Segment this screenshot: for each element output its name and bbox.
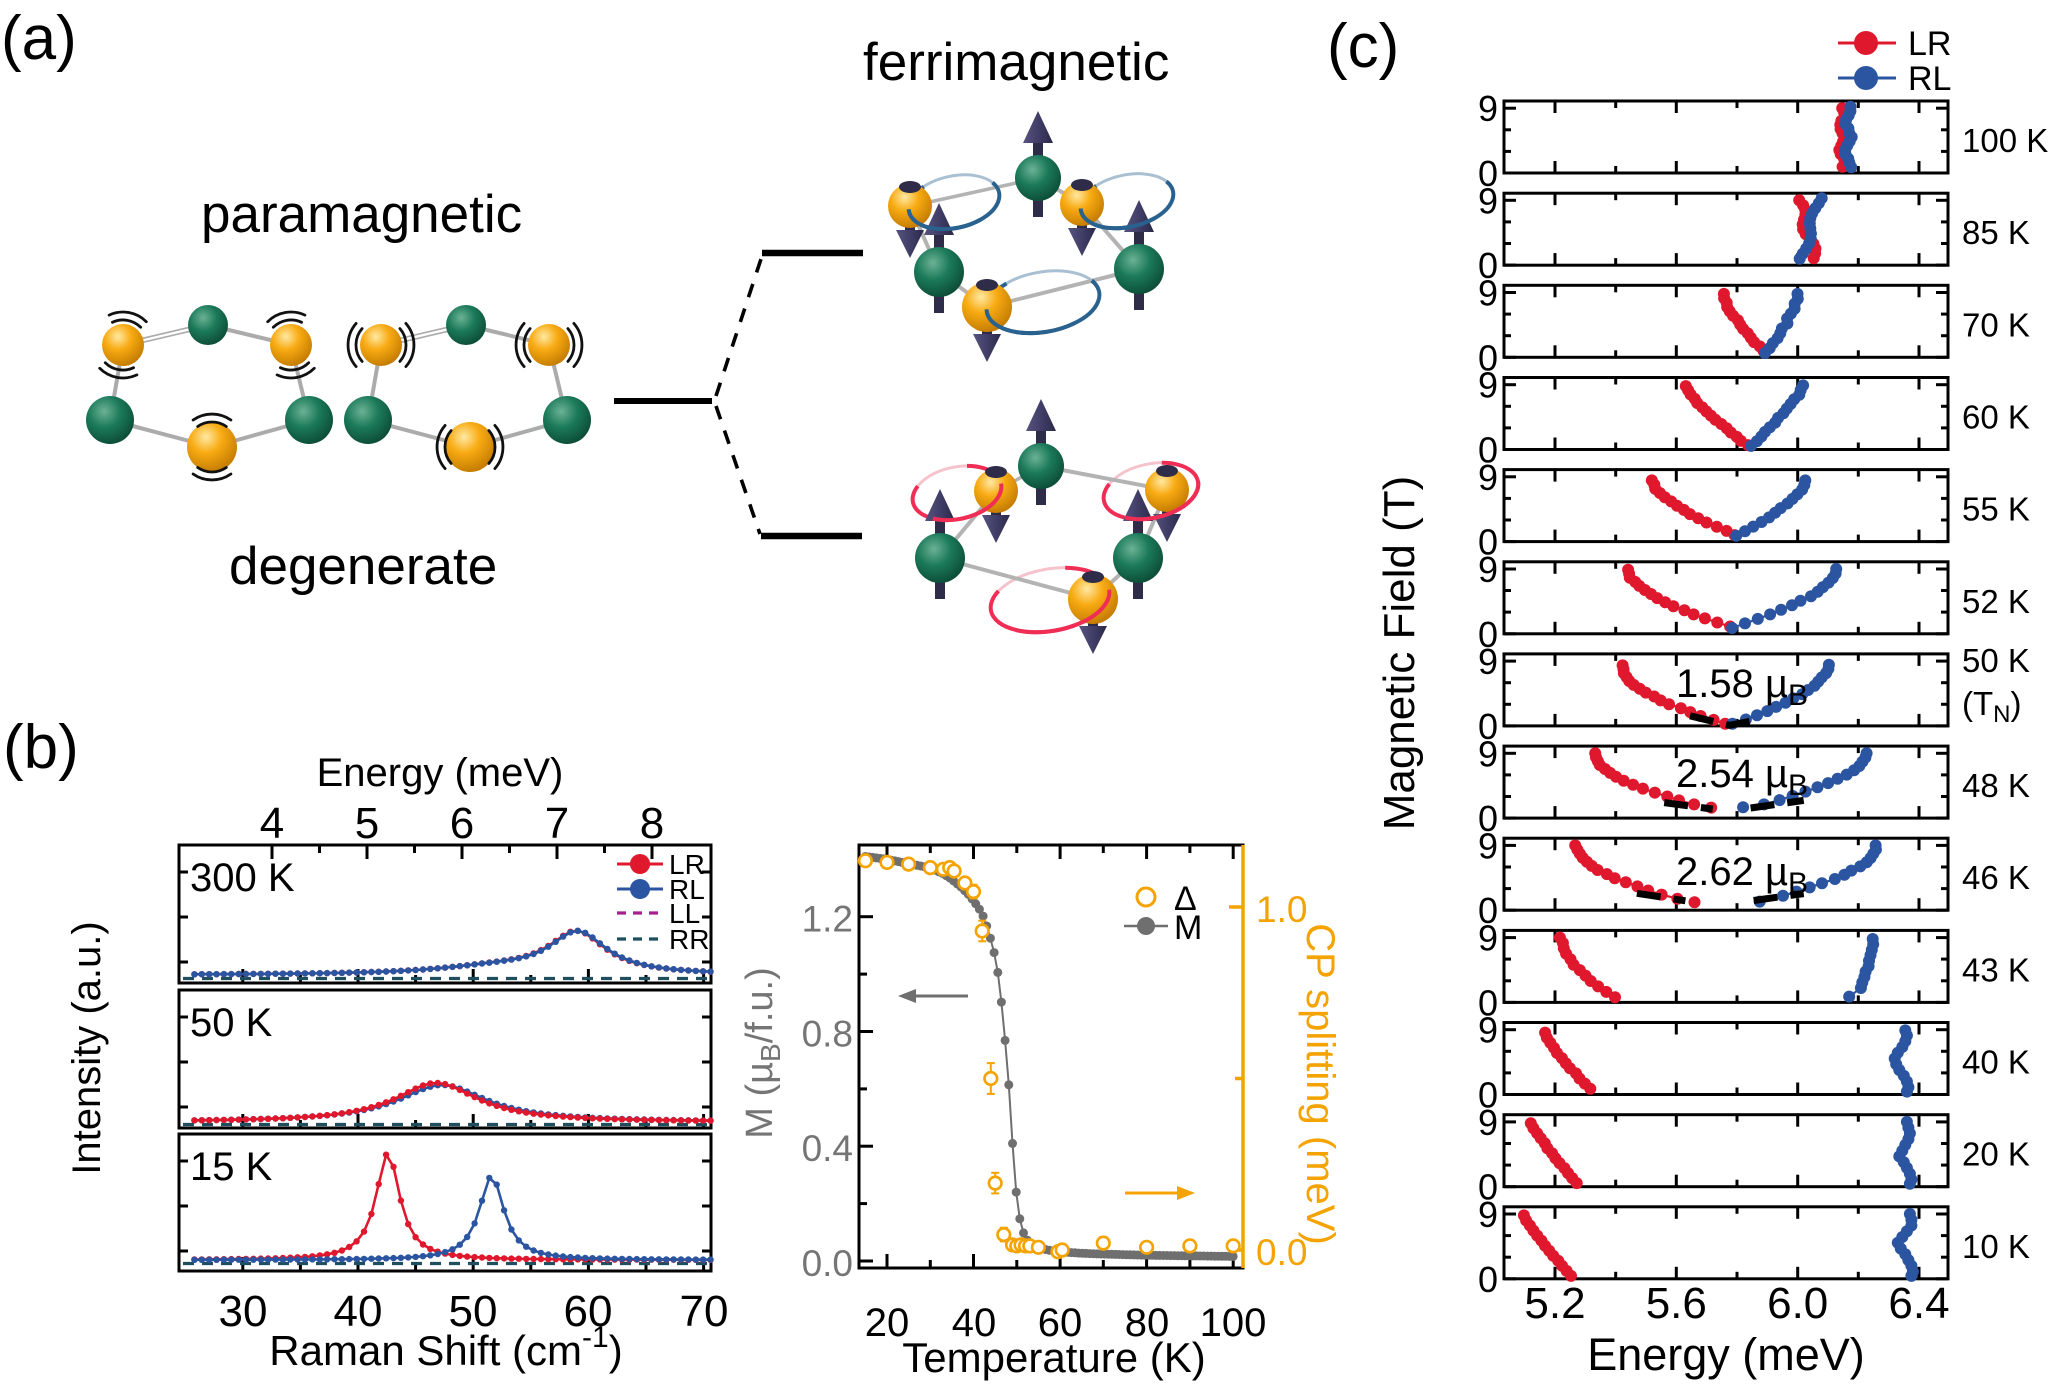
svg-text:Energy (meV): Energy (meV) [1587, 1329, 1865, 1380]
svg-text:(a): (a) [1, 4, 77, 73]
svg-text:0: 0 [1478, 1167, 1498, 1208]
svg-text:60 K: 60 K [1962, 399, 2030, 436]
svg-text:50 K: 50 K [1962, 642, 2030, 679]
svg-text:RL: RL [1908, 60, 1951, 98]
svg-text:48 K: 48 K [1962, 767, 2030, 804]
svg-text:ferrimagnetic: ferrimagnetic [863, 33, 1169, 92]
svg-text:9: 9 [1478, 180, 1498, 221]
svg-text:7: 7 [545, 799, 569, 848]
svg-text:40 K: 40 K [1962, 1044, 2030, 1081]
svg-text:LR: LR [669, 849, 705, 880]
svg-text:0: 0 [1478, 890, 1498, 931]
svg-text:9: 9 [1478, 457, 1498, 498]
svg-text:1.0: 1.0 [1256, 889, 1307, 930]
svg-text:100: 100 [1200, 1301, 1267, 1345]
svg-text:70: 70 [680, 1287, 729, 1336]
svg-text:9: 9 [1478, 733, 1498, 774]
svg-text:0: 0 [1478, 1075, 1498, 1116]
svg-text:20 K: 20 K [1962, 1136, 2030, 1173]
svg-text:9: 9 [1478, 641, 1498, 682]
svg-text:9: 9 [1478, 1010, 1498, 1051]
svg-text:degenerate: degenerate [229, 537, 497, 596]
svg-text:60: 60 [1038, 1301, 1083, 1345]
svg-text:(c): (c) [1327, 12, 1399, 81]
svg-text:0: 0 [1478, 245, 1498, 286]
svg-text:0.8: 0.8 [802, 1014, 853, 1055]
svg-text:0: 0 [1478, 522, 1498, 563]
svg-text:9: 9 [1478, 918, 1498, 959]
svg-text:50 K: 50 K [190, 1001, 273, 1045]
svg-text:0: 0 [1478, 798, 1498, 839]
svg-text:15 K: 15 K [190, 1145, 273, 1189]
svg-text:6.0: 6.0 [1767, 1279, 1828, 1328]
svg-text:9: 9 [1478, 88, 1498, 129]
svg-text:70 K: 70 K [1962, 306, 2030, 343]
svg-text:M: M [1174, 909, 1202, 947]
svg-text:46 K: 46 K [1962, 859, 2030, 896]
svg-text:0: 0 [1478, 706, 1498, 747]
svg-text:9: 9 [1478, 825, 1498, 866]
svg-text:9: 9 [1478, 365, 1498, 406]
svg-text:0.0: 0.0 [1256, 1232, 1307, 1273]
svg-text:0.4: 0.4 [802, 1128, 853, 1169]
svg-text:paramagnetic: paramagnetic [201, 185, 522, 244]
svg-text:RL: RL [669, 874, 705, 905]
svg-text:4: 4 [260, 799, 284, 848]
svg-text:5.2: 5.2 [1524, 1279, 1585, 1328]
svg-text:0: 0 [1478, 430, 1498, 471]
svg-text:80: 80 [1125, 1301, 1170, 1345]
svg-text:50: 50 [449, 1287, 498, 1336]
svg-text:0.0: 0.0 [802, 1243, 853, 1284]
svg-text:30: 30 [219, 1287, 268, 1336]
svg-text:Magnetic Field (T): Magnetic Field (T) [1375, 476, 1424, 831]
svg-text:9: 9 [1478, 549, 1498, 590]
svg-text:40: 40 [952, 1301, 997, 1345]
svg-text:Temperature (K): Temperature (K) [902, 1334, 1205, 1381]
svg-text:8: 8 [640, 799, 664, 848]
svg-text:2.62 µB: 2.62 µB [1676, 850, 1808, 900]
svg-text:Intensity (a.u.): Intensity (a.u.) [65, 921, 109, 1174]
svg-text:0: 0 [1478, 982, 1498, 1023]
svg-text:9: 9 [1478, 1102, 1498, 1143]
svg-text:1.58 µB: 1.58 µB [1676, 662, 1808, 712]
svg-text:40: 40 [334, 1287, 383, 1336]
svg-text:0: 0 [1478, 153, 1498, 194]
svg-text:0: 0 [1478, 337, 1498, 378]
svg-text:Raman Shift (cm-1): Raman Shift (cm-1) [269, 1321, 622, 1374]
svg-text:5: 5 [355, 799, 379, 848]
svg-text:0: 0 [1478, 1259, 1498, 1300]
svg-text:6: 6 [450, 799, 474, 848]
svg-text:Δ: Δ [1174, 880, 1197, 918]
svg-text:RR: RR [669, 924, 709, 955]
svg-text:20: 20 [865, 1301, 910, 1345]
svg-text:1.2: 1.2 [802, 899, 853, 940]
svg-text:6.4: 6.4 [1888, 1279, 1949, 1328]
svg-text:(b): (b) [3, 713, 79, 782]
svg-text:CP splitting (meV): CP splitting (meV) [1298, 923, 1342, 1245]
svg-text:300 K: 300 K [190, 856, 295, 900]
svg-text:10 K: 10 K [1962, 1228, 2030, 1265]
svg-text:85 K: 85 K [1962, 214, 2030, 251]
svg-text:(TN): (TN) [1962, 685, 2022, 728]
svg-text:52 K: 52 K [1962, 583, 2030, 620]
svg-text:60: 60 [564, 1287, 613, 1336]
svg-text:43 K: 43 K [1962, 951, 2030, 988]
svg-text:55 K: 55 K [1962, 491, 2030, 528]
svg-text:5.6: 5.6 [1646, 1279, 1707, 1328]
svg-text:9: 9 [1478, 273, 1498, 314]
svg-text:2.54 µB: 2.54 µB [1676, 752, 1808, 802]
svg-text:Energy (meV): Energy (meV) [317, 751, 564, 795]
svg-text:LR: LR [1908, 25, 1951, 63]
svg-text:100 K: 100 K [1962, 122, 2048, 159]
svg-text:9: 9 [1478, 1194, 1498, 1235]
svg-text:LL: LL [669, 898, 700, 929]
svg-text:0: 0 [1478, 614, 1498, 655]
